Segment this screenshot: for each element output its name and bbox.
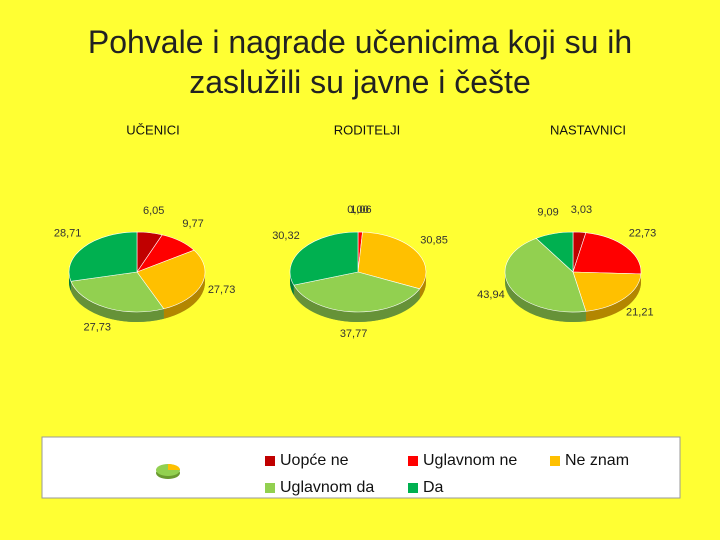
- data-label: 1,06: [350, 204, 371, 216]
- chart-title: UČENICI: [126, 122, 179, 137]
- legend-label: Da: [423, 479, 444, 496]
- pie-slice: [289, 231, 359, 286]
- legend-swatch: [265, 483, 275, 493]
- slide-title: Pohvale i nagrade učenicima koji su ih z…: [87, 24, 633, 100]
- data-label: 30,85: [420, 234, 448, 246]
- data-label: 30,32: [272, 230, 300, 242]
- legend-label: Uglavnom ne: [423, 452, 517, 469]
- pie-slice-side: [70, 281, 164, 323]
- data-label: 27,73: [83, 321, 111, 333]
- legend-label: Uglavnom da: [280, 479, 374, 496]
- data-label: 0,00: [347, 204, 368, 216]
- legend-swatch: [408, 456, 418, 466]
- pie-slice: [293, 271, 421, 313]
- pie-slice-side: [163, 272, 206, 319]
- pie-slice: [357, 231, 427, 290]
- pie-slice-side: [505, 272, 586, 322]
- pie-slice-side: [293, 285, 420, 322]
- pie-slice: [572, 232, 642, 275]
- data-label: 6,05: [143, 205, 164, 217]
- legend-swatch: [550, 456, 560, 466]
- data-label: 43,94: [477, 289, 505, 301]
- legend-swatch: [265, 456, 275, 466]
- data-label: 28,71: [54, 227, 82, 239]
- data-label: 37,77: [340, 328, 368, 340]
- legend-label: Ne znam: [565, 452, 629, 469]
- legend-box: [41, 436, 681, 499]
- pie-slice: [572, 271, 642, 312]
- legend-icon: [156, 464, 180, 479]
- pie-slice-side: [585, 273, 641, 322]
- chart-title: NASTAVNICI: [550, 122, 626, 137]
- data-label: 3,03: [571, 204, 592, 216]
- data-label: 27,73: [208, 284, 236, 296]
- chart-title: RODITELJI: [334, 122, 400, 137]
- pie-slice: [70, 271, 165, 313]
- data-label: 9,77: [182, 218, 203, 230]
- data-label: 22,73: [629, 228, 657, 240]
- pie-slice: [136, 249, 206, 310]
- pie-slice: [504, 238, 587, 313]
- data-label: 9,09: [537, 206, 558, 218]
- pie-slice-side: [290, 272, 294, 296]
- data-label: 21,21: [626, 307, 654, 319]
- pie-slice: [68, 231, 138, 282]
- legend-label: Uopće ne: [280, 452, 349, 469]
- legend-swatch: [408, 483, 418, 493]
- pie-slice-side: [419, 272, 426, 299]
- pie-slice: [535, 231, 574, 273]
